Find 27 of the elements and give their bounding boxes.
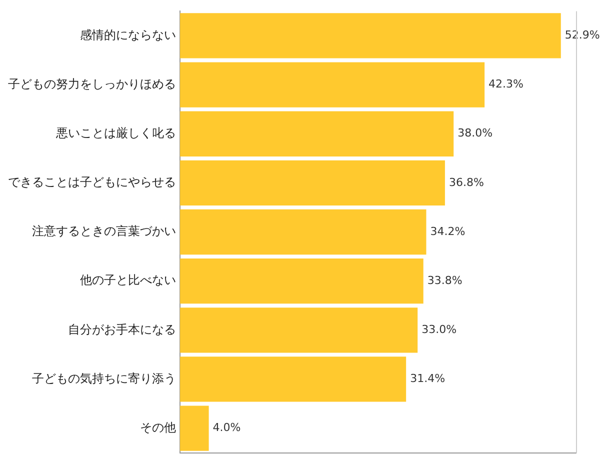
data-label: 52.9% xyxy=(564,28,600,42)
y-tick-label: 注意するときの言葉づかい xyxy=(32,224,176,238)
data-label: 34.2% xyxy=(430,224,466,238)
data-label: 42.3% xyxy=(488,78,524,91)
bar xyxy=(180,258,424,304)
y-tick-label: 子どもの気持ちに寄り添う xyxy=(32,371,176,386)
y-tick-label: 悪いことは厳しく叱る xyxy=(55,126,176,140)
data-label: 33.8% xyxy=(427,274,462,287)
bar xyxy=(180,209,426,255)
y-tick-label: 他の子と比べない xyxy=(80,273,176,288)
y-tick-label: その他 xyxy=(140,420,176,434)
bar xyxy=(180,111,454,156)
bar xyxy=(180,356,406,402)
data-label: 36.8% xyxy=(448,176,484,189)
data-label: 38.0% xyxy=(458,126,493,140)
data-label: 4.0% xyxy=(212,421,241,434)
bar xyxy=(180,406,209,451)
y-tick-label: できることは子どもにやらせる xyxy=(8,175,176,190)
bar xyxy=(180,160,445,206)
bar xyxy=(180,13,561,58)
bar xyxy=(180,308,418,353)
data-label: 33.0% xyxy=(422,322,457,336)
bar xyxy=(180,62,485,108)
y-tick-label: 自分がお手本になる xyxy=(68,322,176,336)
data-label: 31.4% xyxy=(410,372,446,386)
y-tick-label: 感情的にならない xyxy=(80,28,176,42)
y-tick-label: 子どもの努力をしっかりほめる xyxy=(8,76,176,91)
